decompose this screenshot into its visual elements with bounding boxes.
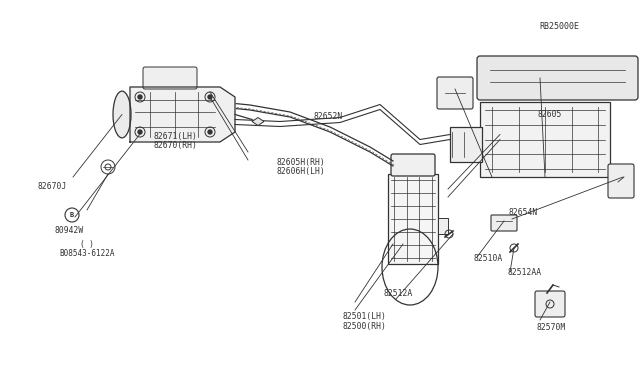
Text: 82652N: 82652N xyxy=(314,112,343,121)
Text: 82501(LH): 82501(LH) xyxy=(342,312,387,321)
FancyBboxPatch shape xyxy=(388,174,438,264)
Text: 80942W: 80942W xyxy=(54,226,84,235)
Text: 82671(LH): 82671(LH) xyxy=(154,132,198,141)
Text: 82670(RH): 82670(RH) xyxy=(154,141,198,150)
Text: RB25000E: RB25000E xyxy=(539,22,579,31)
Circle shape xyxy=(208,95,212,99)
Text: B08543-6122A: B08543-6122A xyxy=(60,249,115,258)
FancyBboxPatch shape xyxy=(143,67,197,89)
Text: ( ): ( ) xyxy=(80,240,94,249)
Text: 82670J: 82670J xyxy=(37,182,67,191)
FancyBboxPatch shape xyxy=(480,102,610,177)
FancyBboxPatch shape xyxy=(450,127,482,162)
FancyBboxPatch shape xyxy=(535,291,565,317)
Polygon shape xyxy=(252,118,264,125)
Text: 82510A: 82510A xyxy=(474,254,503,263)
Text: 82512AA: 82512AA xyxy=(508,268,541,277)
Circle shape xyxy=(138,130,142,134)
Text: B: B xyxy=(70,212,74,218)
FancyBboxPatch shape xyxy=(438,218,448,234)
Text: 82570M: 82570M xyxy=(536,323,566,332)
Text: 82654N: 82654N xyxy=(509,208,538,217)
Circle shape xyxy=(208,130,212,134)
Text: 82512A: 82512A xyxy=(384,289,413,298)
FancyBboxPatch shape xyxy=(477,56,638,100)
FancyBboxPatch shape xyxy=(391,154,435,176)
Circle shape xyxy=(138,95,142,99)
Text: 82605: 82605 xyxy=(538,110,562,119)
FancyBboxPatch shape xyxy=(491,215,517,231)
FancyBboxPatch shape xyxy=(608,164,634,198)
Polygon shape xyxy=(130,87,235,142)
Text: 82500(RH): 82500(RH) xyxy=(342,322,387,331)
Text: 82605H(RH): 82605H(RH) xyxy=(276,158,325,167)
Text: 82606H(LH): 82606H(LH) xyxy=(276,167,325,176)
Ellipse shape xyxy=(113,91,131,138)
FancyBboxPatch shape xyxy=(437,77,473,109)
